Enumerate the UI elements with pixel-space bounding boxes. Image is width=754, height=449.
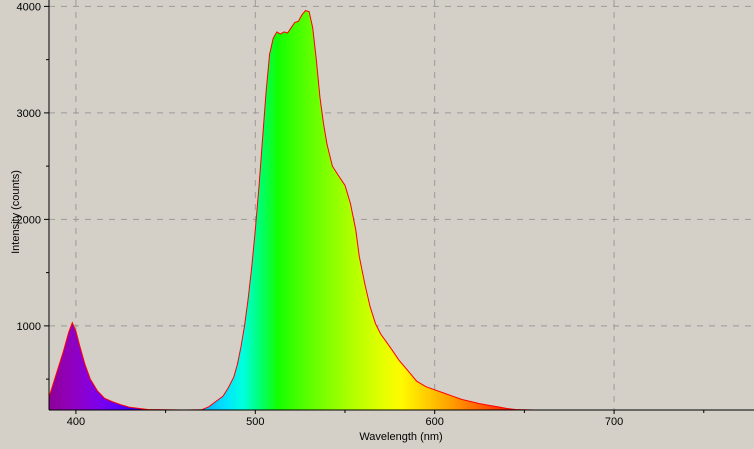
spectrum-line (49, 10, 754, 410)
y-tick-label: 3000 (17, 108, 41, 120)
tick-marks (44, 5, 705, 414)
y-axis-title: Intensity (counts) (10, 170, 22, 254)
x-tick-label: 700 (605, 416, 623, 428)
y-tick-label: 1000 (17, 321, 41, 333)
x-tick-label: 600 (426, 416, 444, 428)
x-tick-label: 500 (246, 416, 264, 428)
y-tick-label: 4000 (17, 1, 41, 13)
spectrum-area-fill (49, 10, 754, 410)
x-tick-labels: 400 500 600 700 (67, 416, 624, 428)
axes (48, 0, 754, 411)
x-axis-title: Wavelength (nm) (359, 431, 442, 443)
y-tick-label: 2000 (17, 214, 41, 226)
x-tick-label: 400 (67, 416, 85, 428)
y-tick-labels: 1000 2000 3000 4000 (17, 1, 41, 332)
grid-lines (49, 0, 754, 410)
